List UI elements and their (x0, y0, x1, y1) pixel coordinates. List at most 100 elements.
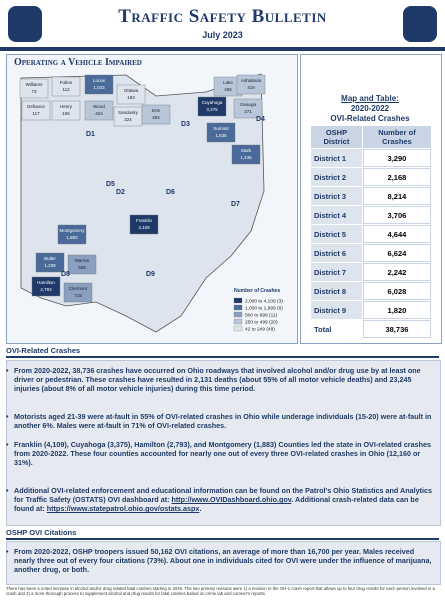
crash-count: 4,644 (362, 225, 431, 243)
county-value: 294 (152, 115, 160, 120)
county (236, 74, 266, 95)
table-row: District 6 6,624 (311, 244, 431, 262)
crash-count: 6,028 (362, 282, 431, 300)
county-value: 419 (247, 85, 255, 90)
county (35, 252, 65, 273)
county-name: Defiance (27, 104, 45, 109)
text: . (199, 504, 202, 514)
map-heading: Operating a Vehicle Impaired (14, 57, 142, 68)
section-title: OVI-Related Crashes (6, 346, 439, 358)
bullet: Franklin (4,109), Cuyahoga (3,375), Hami… (6, 440, 432, 468)
district: District 8 (311, 282, 362, 300)
county-name: Ottawa (124, 88, 139, 93)
legend-swatch (233, 304, 243, 311)
county (233, 98, 263, 119)
county-value: 4,109 (138, 225, 150, 230)
county-value: 224 (124, 117, 132, 122)
bullet: Additional OVI-related enforcement and e… (6, 486, 432, 514)
table-row: District 2 2,168 (311, 168, 431, 186)
district-label: D6 (166, 189, 175, 196)
county-value: 406 (224, 87, 232, 92)
county-value: 1,239 (44, 263, 56, 268)
county-name: Clermont (69, 286, 88, 291)
link[interactable]: https://www.statepatrol.ohio.gov/ostats.… (46, 504, 200, 514)
district: District 1 (311, 149, 362, 167)
table-row: District 1 3,290 (311, 149, 431, 167)
crash-count: 2,242 (362, 263, 431, 281)
district: District 2 (311, 168, 362, 186)
district-label: D3 (181, 121, 190, 128)
text: . Additional crash-related data can be f… (14, 495, 419, 514)
district: District 5 (311, 225, 362, 243)
crash-count: 3,706 (362, 206, 431, 224)
footnote: There has been a noted increase in alcoh… (6, 586, 435, 597)
county-value: 3,375 (206, 107, 218, 112)
county (129, 214, 159, 235)
district: District 7 (311, 263, 362, 281)
district-label: D5 (106, 181, 115, 188)
band (0, 47, 445, 51)
county (67, 254, 97, 275)
county (116, 84, 146, 105)
date: July 2023 (202, 30, 243, 40)
county (197, 96, 227, 117)
district-label: D9 (146, 271, 155, 278)
county (84, 74, 114, 95)
county (206, 122, 236, 143)
county (63, 282, 93, 303)
crash-count: 3,290 (362, 149, 431, 167)
county (84, 100, 114, 121)
district-label: D2 (116, 189, 125, 196)
county-name: Geauga (240, 102, 257, 107)
county-name: Williams (26, 82, 43, 87)
county-name: Lucas (93, 78, 106, 83)
text: Additional OVI-related enforcement and e… (14, 486, 432, 505)
district: District 3 (311, 187, 362, 205)
county-name: Franklin (136, 218, 153, 223)
link[interactable]: http://www.OVIDashboard.ohio.gov (171, 495, 292, 505)
legend-swatch (233, 311, 243, 318)
county-value: 106 (62, 111, 70, 116)
crash-count: 6,624 (362, 244, 431, 262)
district-label: D7 (231, 201, 240, 208)
table-row: Total 38,736 (311, 320, 431, 338)
county (31, 276, 61, 297)
map: Williams 73 Fulton 112 Lucas 1,023 Ottawa 163 De… (19, 73, 283, 333)
district-label: D1 (86, 131, 95, 138)
district-label: D8 (61, 271, 70, 278)
county (21, 100, 51, 121)
legend-item: 1,000 to 1,999 (6) (245, 305, 283, 311)
county-name: Stark (241, 148, 252, 153)
caption: Map and Table: (341, 94, 399, 103)
county-value: 2,793 (40, 287, 52, 292)
county-name: Summit (213, 126, 229, 131)
caption: OVI-Related Crashes (330, 114, 410, 123)
county-name: Lake (223, 80, 233, 85)
crash-count: 8,214 (362, 187, 431, 205)
county-name: Wood (93, 104, 105, 109)
county-value: 73 (31, 89, 37, 94)
table-row: District 3 8,214 (311, 187, 431, 205)
crash-count: 38,736 (362, 320, 431, 338)
crash-count: 2,168 (362, 168, 431, 186)
county (19, 78, 49, 99)
district: District 4 (311, 206, 362, 224)
header: Number of Crashes (362, 126, 431, 148)
district: Total (311, 320, 362, 338)
county-value: 1,023 (93, 85, 105, 90)
bullet: Motorists aged 21-39 were at-fault in 55… (6, 412, 432, 430)
table-row: District 8 6,028 (311, 282, 431, 300)
county-value: 556 (78, 265, 86, 270)
county-value: 1,535 (215, 133, 227, 138)
county-name: Ashtabula (241, 78, 262, 83)
county-value: 715 (74, 293, 82, 298)
table-row: District 9 1,820 (311, 301, 431, 319)
county (231, 144, 261, 165)
county-value: 1,246 (240, 155, 252, 160)
caption: 2020-2022 (350, 104, 390, 113)
county-name: Cuyahoga (202, 100, 223, 105)
county-name: Henry (60, 104, 73, 109)
county-name: Fulton (60, 80, 73, 85)
county (51, 76, 81, 97)
